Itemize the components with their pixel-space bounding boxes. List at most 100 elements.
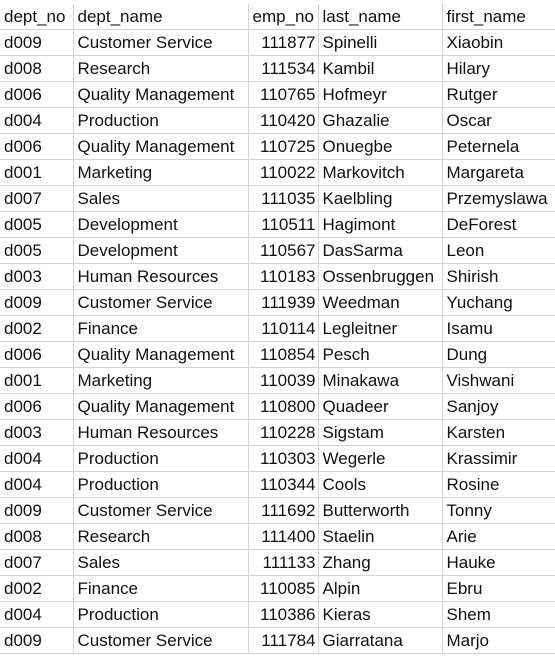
dept-no-cell[interactable]: d005 [0, 211, 74, 238]
last-name-cell[interactable]: Cools [318, 471, 443, 498]
last-name-cell[interactable]: Legleitner [318, 315, 443, 342]
dept-name-cell[interactable]: Production [73, 107, 249, 134]
dept-no-cell[interactable]: d002 [0, 315, 74, 342]
dept-name-cell[interactable]: Human Resources [73, 263, 249, 290]
header-cell-first-name[interactable]: first_name [442, 4, 555, 30]
last-name-cell[interactable]: Wegerle [318, 445, 443, 472]
dept-name-cell[interactable]: Development [73, 237, 249, 264]
header-cell-emp-no[interactable]: emp_no [248, 4, 319, 30]
last-name-cell[interactable]: Butterworth [318, 497, 443, 524]
emp-no-cell[interactable]: 111784 [248, 627, 319, 654]
dept-no-cell[interactable]: d007 [0, 185, 74, 212]
emp-no-cell[interactable]: 110183 [248, 263, 319, 290]
emp-no-cell[interactable]: 111939 [248, 289, 319, 316]
first-name-cell[interactable]: Ebru [442, 575, 555, 602]
dept-no-cell[interactable]: d001 [0, 367, 74, 394]
dept-name-cell[interactable]: Marketing [73, 367, 249, 394]
dept-no-cell[interactable]: d002 [0, 575, 74, 602]
dept-no-cell[interactable]: d008 [0, 523, 74, 550]
dept-no-cell[interactable]: d009 [0, 289, 74, 316]
emp-no-cell[interactable]: 110765 [248, 81, 319, 108]
first-name-cell[interactable]: Shem [442, 601, 555, 628]
last-name-cell[interactable]: Markovitch [318, 159, 443, 186]
dept-name-cell[interactable]: Marketing [73, 159, 249, 186]
first-name-cell[interactable]: Hauke [442, 549, 555, 576]
dept-name-cell[interactable]: Research [73, 55, 249, 82]
dept-name-cell[interactable]: Production [73, 601, 249, 628]
first-name-cell[interactable]: Rutger [442, 81, 555, 108]
dept-name-cell[interactable]: Customer Service [73, 497, 249, 524]
emp-no-cell[interactable]: 111877 [248, 29, 319, 56]
dept-no-cell[interactable]: d004 [0, 601, 74, 628]
dept-no-cell[interactable]: d006 [0, 393, 74, 420]
first-name-cell[interactable]: Shirish [442, 263, 555, 290]
emp-no-cell[interactable]: 111692 [248, 497, 319, 524]
first-name-cell[interactable]: Krassimir [442, 445, 555, 472]
dept-no-cell[interactable]: d001 [0, 159, 74, 186]
last-name-cell[interactable]: Ghazalie [318, 107, 443, 134]
last-name-cell[interactable]: Weedman [318, 289, 443, 316]
dept-name-cell[interactable]: Research [73, 523, 249, 550]
dept-name-cell[interactable]: Quality Management [73, 81, 249, 108]
first-name-cell[interactable]: Vishwani [442, 367, 555, 394]
emp-no-cell[interactable]: 111534 [248, 55, 319, 82]
dept-no-cell[interactable]: d003 [0, 263, 74, 290]
dept-name-cell[interactable]: Quality Management [73, 341, 249, 368]
dept-no-cell[interactable]: d009 [0, 627, 74, 654]
header-cell-last-name[interactable]: last_name [318, 4, 443, 30]
dept-name-cell[interactable]: Finance [73, 315, 249, 342]
emp-no-cell[interactable]: 111400 [248, 523, 319, 550]
dept-name-cell[interactable]: Development [73, 211, 249, 238]
first-name-cell[interactable]: Hilary [442, 55, 555, 82]
first-name-cell[interactable]: Dung [442, 341, 555, 368]
last-name-cell[interactable]: Hofmeyr [318, 81, 443, 108]
last-name-cell[interactable]: Sigstam [318, 419, 443, 446]
dept-no-cell[interactable]: d004 [0, 445, 74, 472]
last-name-cell[interactable]: Kaelbling [318, 185, 443, 212]
dept-no-cell[interactable]: d008 [0, 55, 74, 82]
dept-no-cell[interactable]: d009 [0, 29, 74, 56]
emp-no-cell[interactable]: 110420 [248, 107, 319, 134]
dept-name-cell[interactable]: Quality Management [73, 133, 249, 160]
first-name-cell[interactable]: Przemyslawa [442, 185, 555, 212]
emp-no-cell[interactable]: 110511 [248, 211, 319, 238]
emp-no-cell[interactable]: 110228 [248, 419, 319, 446]
header-cell-dept-no[interactable]: dept_no [0, 4, 74, 30]
first-name-cell[interactable]: Oscar [442, 107, 555, 134]
first-name-cell[interactable]: Leon [442, 237, 555, 264]
dept-name-cell[interactable]: Customer Service [73, 627, 249, 654]
dept-no-cell[interactable]: d006 [0, 133, 74, 160]
emp-no-cell[interactable]: 111035 [248, 185, 319, 212]
emp-no-cell[interactable]: 110303 [248, 445, 319, 472]
last-name-cell[interactable]: Zhang [318, 549, 443, 576]
last-name-cell[interactable]: Minakawa [318, 367, 443, 394]
dept-name-cell[interactable]: Production [73, 445, 249, 472]
last-name-cell[interactable]: Pesch [318, 341, 443, 368]
last-name-cell[interactable]: Ossenbruggen [318, 263, 443, 290]
emp-no-cell[interactable]: 110344 [248, 471, 319, 498]
last-name-cell[interactable]: Alpin [318, 575, 443, 602]
first-name-cell[interactable]: Isamu [442, 315, 555, 342]
emp-no-cell[interactable]: 110022 [248, 159, 319, 186]
dept-name-cell[interactable]: Finance [73, 575, 249, 602]
first-name-cell[interactable]: Margareta [442, 159, 555, 186]
emp-no-cell[interactable]: 110567 [248, 237, 319, 264]
emp-no-cell[interactable]: 110085 [248, 575, 319, 602]
dept-name-cell[interactable]: Sales [73, 549, 249, 576]
dept-no-cell[interactable]: d003 [0, 419, 74, 446]
dept-name-cell[interactable]: Customer Service [73, 289, 249, 316]
first-name-cell[interactable]: Peternela [442, 133, 555, 160]
last-name-cell[interactable]: Giarratana [318, 627, 443, 654]
dept-name-cell[interactable]: Sales [73, 185, 249, 212]
emp-no-cell[interactable]: 111133 [248, 549, 319, 576]
first-name-cell[interactable]: Tonny [442, 497, 555, 524]
dept-name-cell[interactable]: Human Resources [73, 419, 249, 446]
last-name-cell[interactable]: Kieras [318, 601, 443, 628]
first-name-cell[interactable]: Yuchang [442, 289, 555, 316]
dept-name-cell[interactable]: Quality Management [73, 393, 249, 420]
first-name-cell[interactable]: Rosine [442, 471, 555, 498]
first-name-cell[interactable]: Xiaobin [442, 29, 555, 56]
dept-no-cell[interactable]: d009 [0, 497, 74, 524]
emp-no-cell[interactable]: 110386 [248, 601, 319, 628]
first-name-cell[interactable]: Marjo [442, 627, 555, 654]
